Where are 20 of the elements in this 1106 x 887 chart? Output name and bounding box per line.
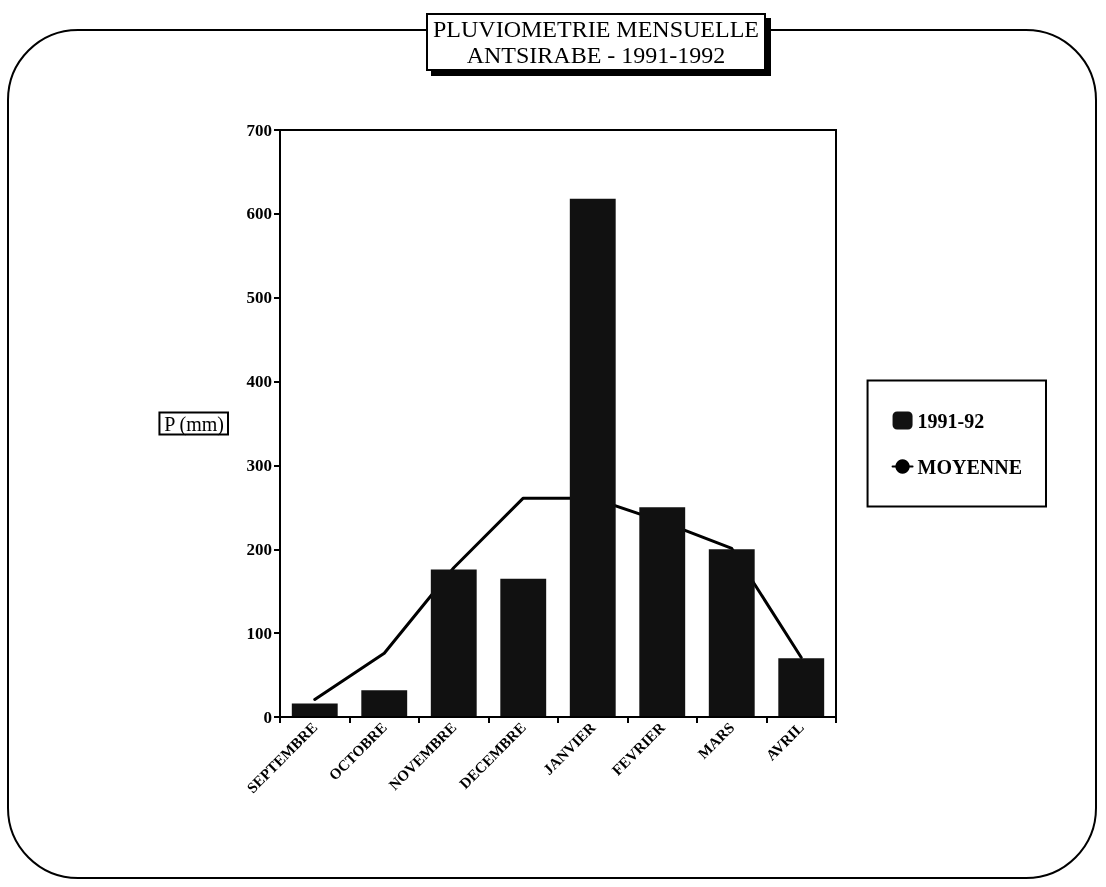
y-tick-label: 0	[263, 707, 272, 727]
y-tick-label: 600	[246, 204, 272, 224]
y-tick-label: 300	[246, 455, 272, 475]
bar	[778, 658, 825, 717]
bar	[708, 549, 755, 717]
bar	[639, 507, 686, 717]
chart-title: PLUVIOMETRIE MENSUELLE ANTSIRABE - 1991-1992	[433, 16, 759, 68]
y-tick-label: 500	[246, 288, 272, 308]
legend-label: MOYENNE	[917, 455, 1023, 478]
y-tick-label: 400	[246, 372, 272, 392]
bar	[569, 198, 616, 717]
bar	[430, 569, 477, 717]
y-tick-label: 200	[246, 539, 272, 559]
y-axis-title: P (mm)	[164, 412, 224, 436]
y-tick-label: 700	[246, 120, 272, 140]
bar	[361, 690, 408, 717]
y-tick-label: 100	[246, 623, 272, 643]
legend-label: 1991-92	[917, 409, 985, 432]
bar	[500, 578, 547, 717]
bar	[291, 703, 338, 717]
